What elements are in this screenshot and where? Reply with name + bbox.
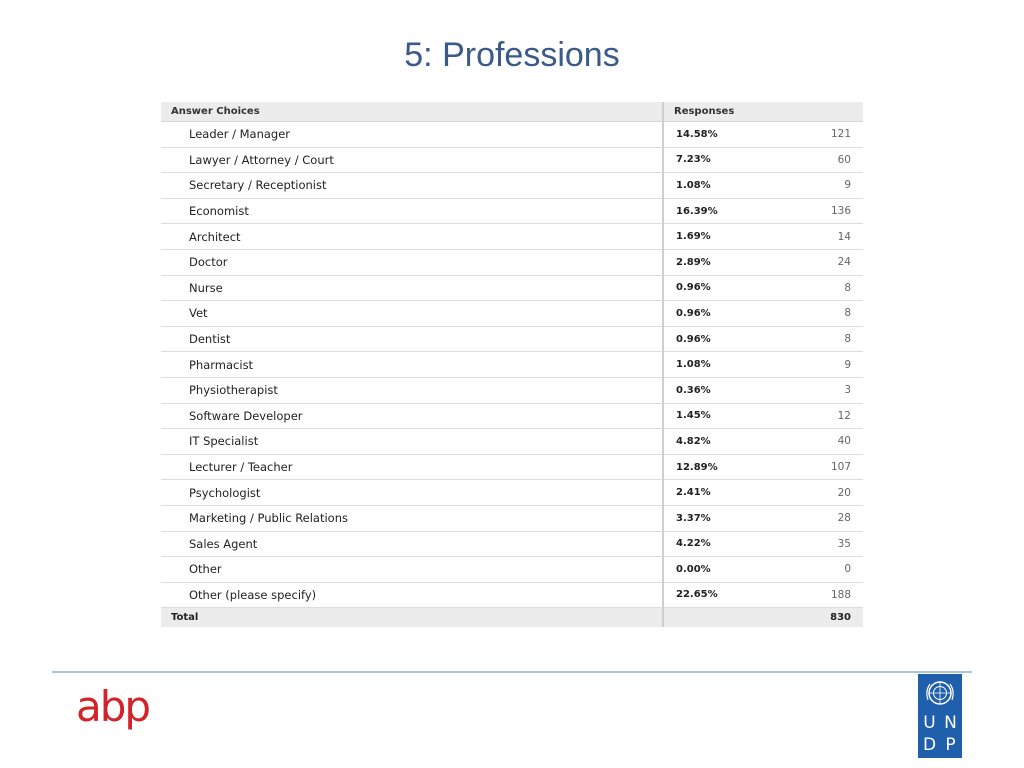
table-row: Software Developer 1.45% 12 bbox=[161, 403, 863, 430]
response-count-cell: 28 bbox=[763, 505, 863, 532]
total-count: 830 bbox=[763, 607, 863, 628]
response-count-cell: 8 bbox=[763, 326, 863, 353]
undp-logo: U N D P bbox=[918, 674, 962, 758]
response-count-cell: 107 bbox=[763, 454, 863, 481]
response-percent-cell: 1.69% bbox=[662, 223, 763, 250]
answer-choice-cell: Software Developer bbox=[161, 403, 663, 430]
response-count-cell: 0 bbox=[763, 556, 863, 583]
table-row: Doctor 2.89% 24 bbox=[161, 249, 863, 276]
responses-table: Answer Choices Responses Leader / Manage… bbox=[161, 102, 863, 628]
response-percent-cell: 0.96% bbox=[662, 326, 763, 353]
response-count-cell: 60 bbox=[763, 147, 863, 174]
total-label: Total bbox=[161, 607, 663, 628]
answer-choice-cell: Secretary / Receptionist bbox=[161, 172, 663, 199]
response-count-cell: 12 bbox=[763, 403, 863, 430]
table-row: Sales Agent 4.22% 35 bbox=[161, 531, 863, 558]
response-count-cell: 35 bbox=[763, 531, 863, 558]
response-count-cell: 9 bbox=[763, 172, 863, 199]
response-count-cell: 20 bbox=[763, 479, 863, 506]
response-percent-cell: 4.22% bbox=[662, 531, 763, 558]
table-row: Nurse 0.96% 8 bbox=[161, 275, 863, 302]
response-percent-cell: 0.96% bbox=[662, 300, 763, 327]
table-row: Lawyer / Attorney / Court 7.23% 60 bbox=[161, 147, 863, 174]
table-row: Marketing / Public Relations 3.37% 28 bbox=[161, 505, 863, 532]
answer-choice-cell: Other bbox=[161, 556, 663, 583]
answer-choice-cell: Leader / Manager bbox=[161, 121, 663, 148]
total-row: Total 830 bbox=[161, 607, 863, 628]
answer-choice-cell: Economist bbox=[161, 198, 663, 225]
response-percent-cell: 0.36% bbox=[662, 377, 763, 404]
response-percent-cell: 2.41% bbox=[662, 479, 763, 506]
header-responses: Responses bbox=[662, 102, 863, 122]
table-row: Physiotherapist 0.36% 3 bbox=[161, 377, 863, 404]
table-row: Secretary / Receptionist 1.08% 9 bbox=[161, 172, 863, 199]
answer-choice-cell: Other (please specify) bbox=[161, 582, 663, 609]
table-row: Other 0.00% 0 bbox=[161, 556, 863, 583]
response-percent-cell: 1.08% bbox=[662, 351, 763, 378]
response-percent-cell: 3.37% bbox=[662, 505, 763, 532]
answer-choice-cell: IT Specialist bbox=[161, 428, 663, 455]
answer-choice-cell: Vet bbox=[161, 300, 663, 327]
table-row: Other (please specify) 22.65% 188 bbox=[161, 582, 863, 609]
undp-letter-d: D bbox=[922, 735, 937, 755]
answer-choice-cell: Lawyer / Attorney / Court bbox=[161, 147, 663, 174]
response-percent-cell: 12.89% bbox=[662, 454, 763, 481]
response-percent-cell: 4.82% bbox=[662, 428, 763, 455]
response-count-cell: 8 bbox=[763, 275, 863, 302]
answer-choice-cell: Pharmacist bbox=[161, 351, 663, 378]
response-count-cell: 8 bbox=[763, 300, 863, 327]
page-title: 5: Professions bbox=[404, 36, 620, 74]
response-percent-cell: 2.89% bbox=[662, 249, 763, 276]
answer-choice-cell: Physiotherapist bbox=[161, 377, 663, 404]
response-count-cell: 3 bbox=[763, 377, 863, 404]
answer-choice-cell: Marketing / Public Relations bbox=[161, 505, 663, 532]
response-count-cell: 188 bbox=[763, 582, 863, 609]
table-row: Vet 0.96% 8 bbox=[161, 300, 863, 327]
table-row: Dentist 0.96% 8 bbox=[161, 326, 863, 353]
response-count-cell: 40 bbox=[763, 428, 863, 455]
table-row: Lecturer / Teacher 12.89% 107 bbox=[161, 454, 863, 481]
answer-choice-cell: Dentist bbox=[161, 326, 663, 353]
table-row: Architect 1.69% 14 bbox=[161, 223, 863, 250]
abp-logo: abp bbox=[76, 682, 151, 731]
response-percent-cell: 1.08% bbox=[662, 172, 763, 199]
response-count-cell: 136 bbox=[763, 198, 863, 225]
response-count-cell: 121 bbox=[763, 121, 863, 148]
response-percent-cell: 7.23% bbox=[662, 147, 763, 174]
response-count-cell: 24 bbox=[763, 249, 863, 276]
header-answer-choices: Answer Choices bbox=[161, 102, 663, 122]
answer-choice-cell: Doctor bbox=[161, 249, 663, 276]
undp-letter-n: N bbox=[944, 713, 957, 733]
response-percent-cell: 22.65% bbox=[662, 582, 763, 609]
undp-letter-p: P bbox=[945, 735, 956, 755]
answer-choice-cell: Nurse bbox=[161, 275, 663, 302]
response-count-cell: 9 bbox=[763, 351, 863, 378]
response-percent-cell: 16.39% bbox=[662, 198, 763, 225]
response-percent-cell: 0.00% bbox=[662, 556, 763, 583]
footer-divider bbox=[52, 671, 972, 673]
table-row: IT Specialist 4.82% 40 bbox=[161, 428, 863, 455]
total-blank-cell bbox=[662, 607, 763, 628]
answer-choice-cell: Lecturer / Teacher bbox=[161, 454, 663, 481]
table-body: Leader / Manager 14.58% 121 Lawyer / Attorn… bbox=[161, 121, 863, 609]
answer-choice-cell: Psychologist bbox=[161, 479, 663, 506]
undp-letter-u: U bbox=[923, 713, 936, 733]
table-row: Psychologist 2.41% 20 bbox=[161, 479, 863, 506]
table-row: Leader / Manager 14.58% 121 bbox=[161, 121, 863, 148]
table-header-row: Answer Choices Responses bbox=[161, 102, 863, 122]
response-percent-cell: 14.58% bbox=[662, 121, 763, 148]
response-percent-cell: 1.45% bbox=[662, 403, 763, 430]
un-emblem-icon bbox=[926, 681, 954, 705]
table-row: Pharmacist 1.08% 9 bbox=[161, 351, 863, 378]
response-percent-cell: 0.96% bbox=[662, 275, 763, 302]
answer-choice-cell: Sales Agent bbox=[161, 531, 663, 558]
table-row: Economist 16.39% 136 bbox=[161, 198, 863, 225]
answer-choice-cell: Architect bbox=[161, 223, 663, 250]
response-count-cell: 14 bbox=[763, 223, 863, 250]
